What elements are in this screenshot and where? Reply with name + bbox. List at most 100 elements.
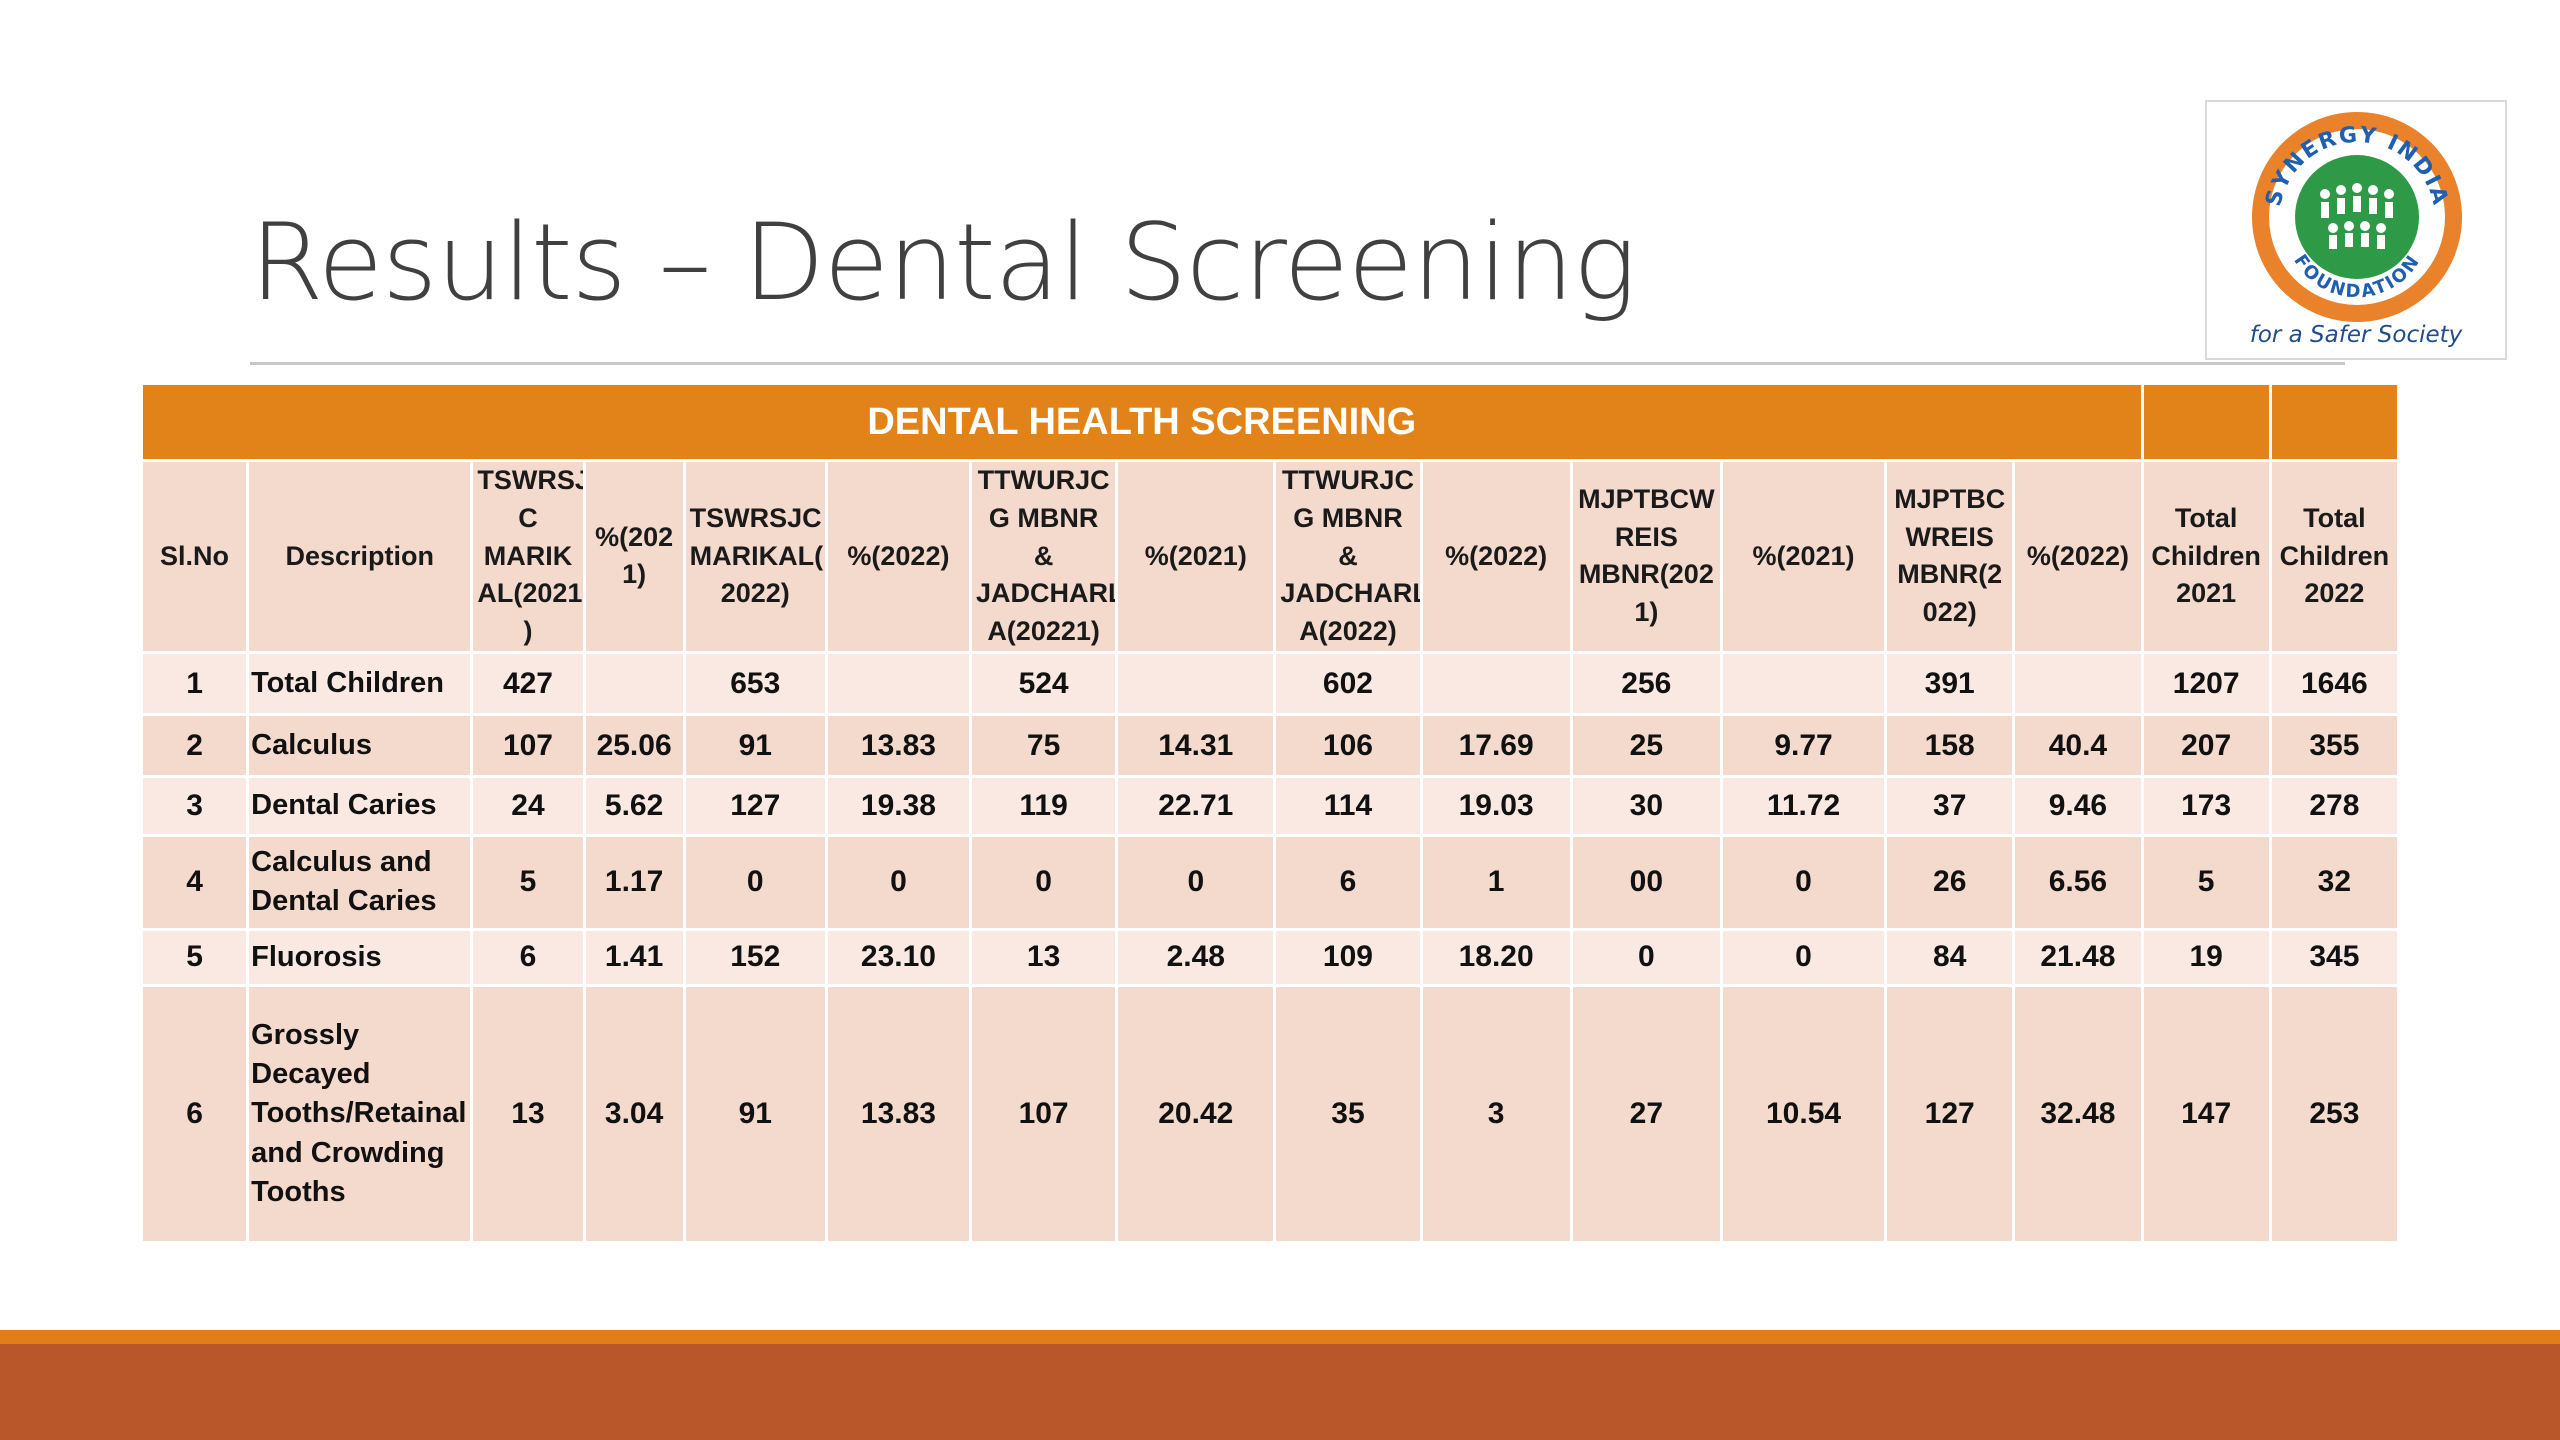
table-cell — [1719, 650, 1888, 717]
table-cell: 119 — [969, 775, 1119, 837]
column-header-line: A(2022) — [1299, 616, 1397, 647]
table-cell: 1.41 — [582, 927, 686, 988]
row-description: Calculus and Dental Caries — [246, 833, 474, 931]
table-cell: 158 — [1884, 713, 2016, 779]
column-header-line: MARIKAL( — [689, 540, 824, 571]
table-cell: 13.83 — [824, 713, 973, 779]
table-cell: 0 — [1115, 833, 1277, 931]
column-header: TSWRSJ C MARIK AL(2021) — [470, 459, 586, 654]
caption-spacer — [2268, 382, 2401, 462]
table-cell: 30 — [1569, 775, 1723, 837]
table-cell: 6 — [470, 927, 586, 988]
table-cell: 0 — [1569, 927, 1723, 988]
column-header-line: %(202 — [595, 521, 674, 552]
table-cell: 84 — [1884, 927, 2016, 988]
table-cell: 20.42 — [1115, 984, 1277, 1244]
table-cell: 0 — [824, 833, 973, 931]
table-cell: 75 — [969, 713, 1119, 779]
column-header: TTWURJC G MBNR & JADCHARL A(20221) — [969, 459, 1119, 654]
description-line: Grossly Decayed — [251, 1019, 371, 1091]
table-cell: 107 — [969, 984, 1119, 1244]
column-header-line: G MBNR — [988, 502, 1099, 533]
column-header: Total Children 2022 — [2268, 459, 2401, 654]
column-header-line: Sl.No — [160, 540, 230, 571]
table-cell: 653 — [682, 650, 828, 717]
serial-number: 1 — [139, 650, 250, 717]
table-cell: 9.77 — [1719, 713, 1888, 779]
column-header-line: MBNR(202 — [1578, 559, 1714, 590]
column-header-line: %(2022) — [1445, 540, 1548, 571]
table-caption: DENTAL HEALTH SCREENING — [140, 382, 2144, 462]
description-line: and Crowding — [251, 1136, 445, 1169]
table-row: 2 Calculus 107 25.06 91 13.83 75 14.31 106 17.69 2… — [139, 713, 2401, 779]
table-cell: 1 — [1419, 833, 1573, 931]
column-header-line: TSWRSJ — [477, 465, 585, 495]
table-cell: 127 — [1884, 984, 2016, 1244]
table-cell: 40.4 — [2012, 713, 2144, 779]
footer-bar — [0, 1344, 2560, 1440]
table-cell: 26 — [1884, 833, 2016, 931]
table-cell: 13.83 — [824, 984, 973, 1244]
column-header-line: MJPTBC — [1894, 483, 2006, 514]
table-cell: 6 — [1273, 833, 1423, 931]
table-cell — [2012, 650, 2144, 717]
column-header-line: %(2021) — [1144, 540, 1247, 571]
column-header-line: JADCHARL — [976, 578, 1117, 609]
table-cell: 0 — [969, 833, 1119, 931]
column-header-line: 1) — [622, 559, 647, 590]
column-header-line: %(2022) — [2026, 540, 2129, 571]
caption-spacer — [2140, 382, 2272, 462]
table-cell: 106 — [1273, 713, 1423, 779]
column-header-line: Description — [285, 540, 435, 571]
column-header-line: Children — [2279, 540, 2390, 571]
table-cell: 10.54 — [1719, 984, 1888, 1244]
column-header-line: TTWURJC — [977, 465, 1110, 495]
table-cell: 602 — [1273, 650, 1423, 717]
table-cell: 19.03 — [1419, 775, 1573, 837]
column-header-line: JADCHARL — [1280, 578, 1422, 609]
table-cell: 256 — [1569, 650, 1723, 717]
table-cell: 6.56 — [2012, 833, 2144, 931]
description-line: Total Children — [251, 667, 444, 700]
table-cell: 109 — [1273, 927, 1423, 988]
table-row: 1 Total Children 427 653 524 602 256 391 1207 164… — [139, 650, 2401, 717]
table-cell: 17.69 — [1419, 713, 1573, 779]
table-cell: 0 — [682, 833, 828, 931]
column-header-line: AL(2021 — [477, 578, 583, 609]
column-header: %(2021) — [1115, 459, 1277, 654]
row-description: Total Children — [246, 650, 474, 717]
description-line: Calculus and — [251, 846, 432, 879]
table-cell: 173 — [2140, 775, 2272, 837]
serial-number: 3 — [139, 775, 250, 837]
description-line: Fluorosis — [251, 940, 382, 973]
table-cell: 24 — [470, 775, 586, 837]
table-cell: 3.04 — [582, 984, 686, 1244]
column-header: Total Children 2021 — [2140, 459, 2272, 654]
column-header: MJPTBCW REIS MBNR(202 1) — [1569, 459, 1723, 654]
column-header-line: TTWURJC — [1281, 465, 1414, 495]
table-cell: 32.48 — [2012, 984, 2144, 1244]
table-cell: 147 — [2140, 984, 2272, 1244]
column-header-line: C — [518, 502, 538, 533]
column-header-line: G MBNR & — [1293, 502, 1403, 571]
description-line: Dental Caries — [251, 885, 437, 918]
column-header-line: 2022 — [2304, 578, 2365, 609]
table-cell: 391 — [1884, 650, 2016, 717]
column-header-line: 2022) — [720, 578, 790, 609]
table-cell: 107 — [470, 713, 586, 779]
table-cell: 13 — [470, 984, 586, 1244]
column-header-line: TSWRSJC — [689, 502, 822, 533]
table-cell: 35 — [1273, 984, 1423, 1244]
table-cell: 25.06 — [582, 713, 686, 779]
table-cell: 37 — [1884, 775, 2016, 837]
column-header-line: 2021 — [2176, 578, 2237, 609]
slide-title: Results – Dental Screening — [250, 201, 1636, 324]
table-cell: 22.71 — [1115, 775, 1277, 837]
table-cell: 3 — [1419, 984, 1573, 1244]
logo: SYNERGY INDIA FOUNDATION for a Safer Soc… — [2205, 100, 2507, 360]
table-cell: 207 — [2140, 713, 2272, 779]
column-header-line: Total — [2303, 502, 2366, 533]
footer-accent-bar — [0, 1330, 2560, 1344]
serial-number: 6 — [139, 984, 250, 1244]
table-cell: 18.20 — [1419, 927, 1573, 988]
